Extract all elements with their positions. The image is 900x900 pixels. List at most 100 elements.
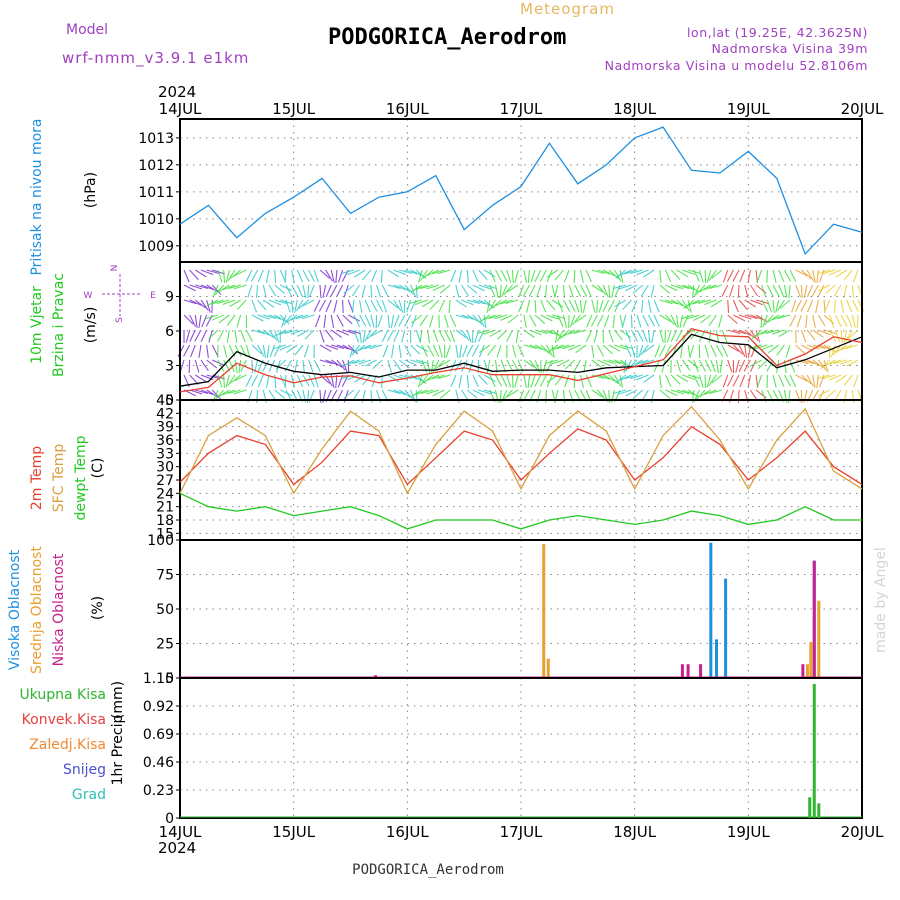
temperature-y-tick: 36: [156, 433, 174, 449]
watermark: made by Angel: [873, 547, 889, 653]
legend-total: Ukupna Kisa: [19, 687, 106, 703]
cloud-bar: [801, 664, 805, 678]
pressure-y-tick: 1010: [138, 212, 174, 228]
top-year: 2024: [158, 83, 196, 101]
panels: 1009101010111012101303691518212427303336…: [138, 118, 865, 827]
pressure-y-tick: 1009: [138, 239, 174, 255]
low-cloud-label: Niska Oblacnost: [51, 553, 67, 666]
cloud-y-tick: 0: [165, 671, 174, 687]
wind-compass: N S W E: [84, 265, 157, 323]
model-name: wrf-nmm_v3.9.1 e1km: [62, 49, 249, 68]
bottom-date-tick: 18JUL: [613, 823, 656, 841]
cloud-y-tick: 100: [147, 533, 174, 549]
legend-graupel: Grad: [72, 787, 106, 803]
precip-y-tick: 0.69: [143, 727, 174, 743]
bottom-date-tick: 14JUL: [159, 823, 202, 841]
precip-y-tick: 0: [165, 811, 174, 827]
top-date-tick: 19JUL: [727, 100, 770, 118]
top-date-tick: 18JUL: [613, 100, 656, 118]
wind-series-0: [179, 333, 863, 387]
y-axis-labels: Pritisak na nivou mora (hPa) 10m Vjetar …: [7, 118, 126, 785]
bottom-date-tick: 17JUL: [500, 823, 543, 841]
cloud-bar: [686, 664, 690, 678]
mid-cloud-label: Srednja Oblacnost: [29, 546, 45, 674]
legend-snow: Snijeg: [63, 762, 106, 778]
temperature-y-tick: 39: [156, 420, 174, 436]
wind-barbs: [177, 269, 865, 404]
cloud-bar: [709, 542, 713, 678]
cloud-bar: [809, 642, 813, 678]
wind-panel: 0 3 6 9: [165, 261, 865, 409]
model-altitude-label: Nadmorska Visina u modelu 52.8106m: [605, 58, 868, 73]
cloud-bar: [724, 578, 728, 678]
cloud-panel: 0 25 50 75 100: [147, 533, 863, 687]
legend-conv: Konvek.Kisa: [22, 712, 106, 728]
top-date-tick: 20JUL: [841, 100, 884, 118]
precip-bar: [808, 797, 812, 818]
altitude-label: Nadmorska Visina 39m: [712, 41, 868, 56]
temperature-y-tick: 33: [156, 446, 174, 462]
precip-grid: [180, 678, 862, 818]
wind-label: 10m Vjetar: [29, 286, 45, 364]
precip-label: 1hr Precip: [110, 715, 126, 786]
temperature-y-tick: 15: [156, 526, 174, 542]
cloud-bar: [805, 664, 809, 678]
compass-east: E: [150, 291, 156, 301]
temperature-y-tick: 18: [156, 513, 174, 529]
cloud-grid: [180, 540, 862, 678]
temperature-series-1: [179, 405, 863, 495]
cloud-bar: [546, 658, 550, 678]
compass-south: S: [115, 317, 125, 323]
temp-unit: (C): [90, 458, 106, 479]
cloud-bar: [812, 560, 816, 678]
dewpt-label: dewpt Temp: [73, 435, 89, 520]
pressure-grid: [180, 119, 862, 262]
cloud-y-tick: 75: [156, 568, 174, 584]
wind-y-tick: 0: [165, 393, 174, 409]
cloud-bar: [542, 544, 546, 678]
station-title: PODGORICA_Aerodrom: [328, 25, 566, 50]
precip-bar: [812, 684, 816, 818]
temperature-y-tick: 42: [156, 406, 174, 422]
footer-title: PODGORICA_Aerodrom: [352, 862, 504, 878]
precip-bar: [817, 803, 821, 818]
pressure-y-tick: 1011: [138, 185, 174, 201]
bottom-date-tick: 15JUL: [272, 823, 315, 841]
wind-series-1: [179, 327, 863, 393]
top-date-tick: 17JUL: [500, 100, 543, 118]
lonlat-label: lon,lat (19.25E, 42.3625N): [687, 25, 868, 40]
cloud-y-tick: 50: [156, 602, 174, 618]
pressure-y-tick: 1013: [138, 131, 174, 147]
wind-sublabel: Brzina i Pravac: [51, 273, 67, 377]
cloud-bar: [715, 639, 719, 678]
precip-y-tick: 0.46: [143, 755, 174, 771]
compass-west: W: [84, 291, 93, 301]
bottom-date-ticks: 14JUL 15JUL 16JUL 17JUL 18JUL 19JUL 20JUL: [159, 823, 884, 841]
precip-unit: (mm): [110, 681, 126, 719]
cloud-bar: [699, 664, 703, 678]
temperature-series-0: [179, 425, 863, 486]
wind-unit: (m/s): [83, 307, 99, 344]
top-date-tick: 16JUL: [386, 100, 429, 118]
wind-y-tick: 6: [165, 324, 174, 340]
pressure-panel: 1009 1010 1011 1012 1013: [138, 118, 863, 263]
temperature-series-2: [179, 492, 862, 530]
meteogram-label: Meteogram: [520, 0, 615, 18]
bottom-year: 2024: [158, 839, 196, 857]
wind-y-tick: 9: [165, 290, 174, 306]
temperature-y-tick: 21: [156, 500, 174, 516]
wind-y-tick: 3: [165, 359, 174, 375]
cloud-bar: [680, 664, 684, 678]
top-date-ticks: 14JUL 15JUL 16JUL 17JUL 18JUL 19JUL 20JUL: [159, 100, 884, 118]
cloud-y-tick: 25: [156, 637, 174, 653]
sfc-temp-label: SFC Temp: [51, 444, 67, 513]
pressure-series-0: [179, 126, 863, 256]
temperature-y-tick: 30: [156, 460, 174, 476]
cloud-unit: (%): [90, 596, 106, 620]
pressure-label: Pritisak na nivou mora: [29, 118, 45, 275]
precip-y-tick: 0.23: [143, 783, 174, 799]
legend-frozen: Zaledj.Kisa: [29, 737, 106, 753]
temperature-y-tick: 24: [156, 486, 174, 502]
